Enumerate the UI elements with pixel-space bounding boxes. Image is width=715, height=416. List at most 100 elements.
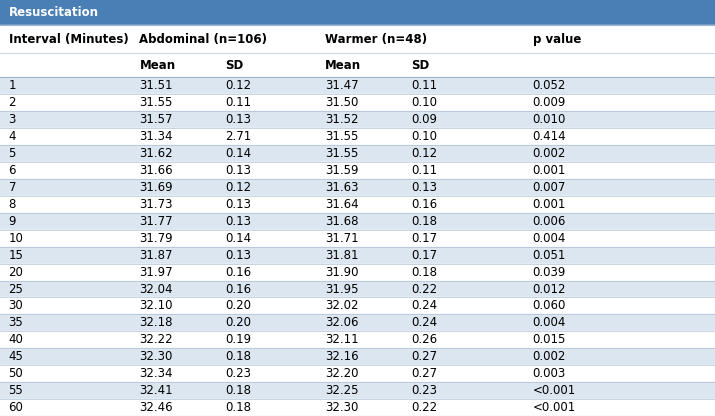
- Text: 32.04: 32.04: [139, 282, 173, 295]
- Bar: [0, 145, 715, 162]
- Text: 31.34: 31.34: [139, 130, 173, 143]
- Bar: [0, 348, 715, 365]
- Bar: [0, 25, 715, 53]
- Text: 31.57: 31.57: [139, 113, 173, 126]
- Text: 5: 5: [9, 147, 16, 160]
- Text: 31.87: 31.87: [139, 249, 173, 262]
- Text: 0.26: 0.26: [411, 333, 438, 346]
- Text: 0.17: 0.17: [411, 232, 438, 245]
- Text: 32.11: 32.11: [325, 333, 359, 346]
- Text: 0.10: 0.10: [411, 96, 437, 109]
- Text: 0.18: 0.18: [225, 350, 251, 363]
- Text: 0.16: 0.16: [225, 265, 252, 279]
- Text: 31.59: 31.59: [325, 164, 359, 177]
- Bar: [0, 77, 715, 94]
- Text: 31.64: 31.64: [325, 198, 359, 211]
- Text: 0.052: 0.052: [533, 79, 566, 92]
- Text: 32.30: 32.30: [325, 401, 359, 414]
- Text: 0.22: 0.22: [411, 282, 438, 295]
- Bar: [0, 213, 715, 230]
- Text: 0.012: 0.012: [533, 282, 566, 295]
- Text: 0.13: 0.13: [225, 164, 251, 177]
- Text: Interval (Minutes): Interval (Minutes): [9, 32, 128, 46]
- Text: 0.16: 0.16: [411, 198, 438, 211]
- Text: 0.23: 0.23: [411, 384, 437, 397]
- Text: 0.09: 0.09: [411, 113, 437, 126]
- Text: 32.10: 32.10: [139, 300, 173, 312]
- Text: 0.14: 0.14: [225, 147, 252, 160]
- Text: 20: 20: [9, 265, 24, 279]
- Text: SD: SD: [225, 59, 244, 72]
- Text: 15: 15: [9, 249, 24, 262]
- Text: 31.47: 31.47: [325, 79, 359, 92]
- Text: 0.22: 0.22: [411, 401, 438, 414]
- Text: 0.060: 0.060: [533, 300, 566, 312]
- Text: 31.69: 31.69: [139, 181, 173, 194]
- Text: Warmer (n=48): Warmer (n=48): [325, 32, 428, 46]
- Text: 0.13: 0.13: [225, 198, 251, 211]
- Text: 9: 9: [9, 215, 16, 228]
- Text: 31.50: 31.50: [325, 96, 359, 109]
- Text: 31.79: 31.79: [139, 232, 173, 245]
- Text: 32.22: 32.22: [139, 333, 173, 346]
- Text: <0.001: <0.001: [533, 384, 576, 397]
- Text: 0.18: 0.18: [411, 215, 437, 228]
- Text: 7: 7: [9, 181, 16, 194]
- Text: 32.25: 32.25: [325, 384, 359, 397]
- Text: 45: 45: [9, 350, 24, 363]
- Text: 32.06: 32.06: [325, 317, 359, 329]
- Text: 32.41: 32.41: [139, 384, 173, 397]
- Text: 31.55: 31.55: [325, 147, 359, 160]
- Text: 31.95: 31.95: [325, 282, 359, 295]
- Text: 32.02: 32.02: [325, 300, 359, 312]
- Text: 31.63: 31.63: [325, 181, 359, 194]
- Text: 0.003: 0.003: [533, 367, 566, 380]
- Bar: [0, 179, 715, 196]
- Text: Mean: Mean: [325, 59, 362, 72]
- Bar: [0, 162, 715, 179]
- Text: 0.24: 0.24: [411, 317, 438, 329]
- Text: 0.13: 0.13: [225, 249, 251, 262]
- Text: 0.001: 0.001: [533, 198, 566, 211]
- Text: 0.051: 0.051: [533, 249, 566, 262]
- Text: 55: 55: [9, 384, 24, 397]
- Text: 0.24: 0.24: [411, 300, 438, 312]
- Bar: [0, 332, 715, 348]
- Text: Mean: Mean: [139, 59, 176, 72]
- Text: 0.007: 0.007: [533, 181, 566, 194]
- Text: 31.81: 31.81: [325, 249, 359, 262]
- Text: 0.18: 0.18: [225, 384, 251, 397]
- Text: 31.68: 31.68: [325, 215, 359, 228]
- Text: 0.13: 0.13: [411, 181, 437, 194]
- Text: 0.10: 0.10: [411, 130, 437, 143]
- Text: Abdominal (n=106): Abdominal (n=106): [139, 32, 267, 46]
- Bar: [0, 128, 715, 145]
- Text: 31.90: 31.90: [325, 265, 359, 279]
- Text: <0.001: <0.001: [533, 401, 576, 414]
- Text: 0.14: 0.14: [225, 232, 252, 245]
- Text: 0.11: 0.11: [225, 96, 252, 109]
- Text: 0.13: 0.13: [225, 215, 251, 228]
- Text: 0.18: 0.18: [411, 265, 437, 279]
- Bar: [0, 399, 715, 416]
- Text: 0.015: 0.015: [533, 333, 566, 346]
- Text: 0.004: 0.004: [533, 232, 566, 245]
- Text: 0.11: 0.11: [411, 164, 438, 177]
- Text: 0.004: 0.004: [533, 317, 566, 329]
- Bar: [0, 230, 715, 247]
- Text: 0.002: 0.002: [533, 147, 566, 160]
- Text: 0.006: 0.006: [533, 215, 566, 228]
- Text: 0.23: 0.23: [225, 367, 251, 380]
- Text: 32.16: 32.16: [325, 350, 359, 363]
- Text: 10: 10: [9, 232, 24, 245]
- Bar: [0, 280, 715, 297]
- Text: 60: 60: [9, 401, 24, 414]
- Text: 0.002: 0.002: [533, 350, 566, 363]
- Text: 0.001: 0.001: [533, 164, 566, 177]
- Bar: [0, 264, 715, 280]
- Text: 2: 2: [9, 96, 16, 109]
- Text: 32.46: 32.46: [139, 401, 173, 414]
- Bar: [0, 365, 715, 382]
- Bar: [0, 314, 715, 332]
- Text: 31.55: 31.55: [139, 96, 173, 109]
